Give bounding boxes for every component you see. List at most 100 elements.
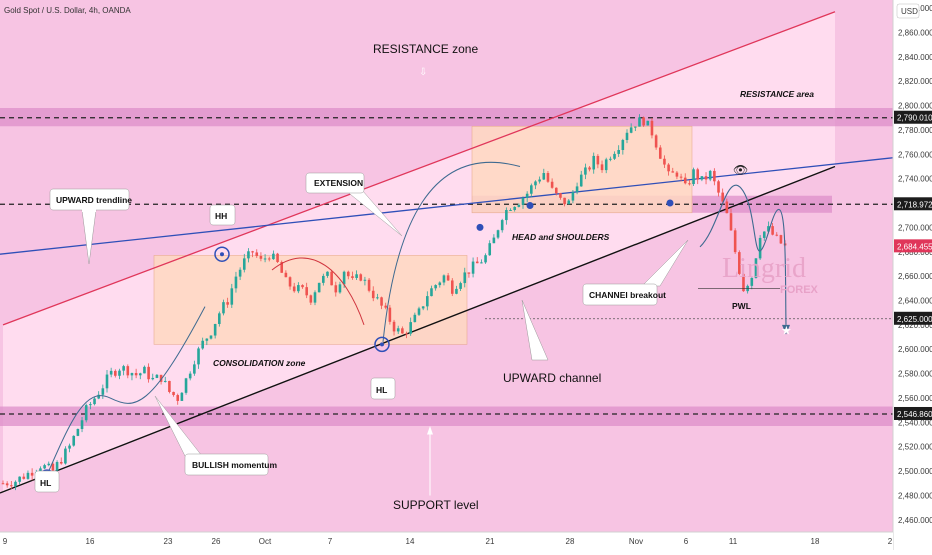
candle-body: [284, 272, 288, 278]
pivot-circle: [214, 246, 230, 262]
candle-body: [492, 237, 496, 244]
upward-channel-pointer: [521, 299, 549, 361]
candle-body: [47, 463, 51, 466]
candle-body: [667, 164, 670, 172]
candle-body: [64, 448, 67, 464]
candle-body: [563, 197, 566, 205]
candle-body: [288, 277, 292, 287]
candle-body: [276, 253, 279, 263]
candle-body: [84, 405, 88, 421]
candle-body: [409, 322, 412, 334]
candle-body: [55, 461, 59, 471]
support-level-label: SUPPORT level: [393, 498, 479, 512]
candle-body: [376, 297, 379, 299]
watermark-logo: Lingrid: [722, 253, 806, 284]
time-tick-label: 9: [3, 537, 8, 546]
candle-body: [317, 282, 321, 293]
upward-trendline-text: UPWARD trendline: [56, 195, 132, 205]
candle-body: [263, 258, 267, 260]
candle-body: [346, 271, 350, 277]
currency-badge[interactable]: [896, 3, 920, 19]
time-axis[interactable]: [0, 532, 893, 550]
price-tag-bg: [894, 110, 932, 124]
candle-body: [396, 328, 400, 332]
price-tick-label: 2,800.000: [898, 102, 932, 111]
candle-body: [688, 183, 691, 185]
candle-body: [692, 169, 695, 185]
candle-body: [109, 370, 113, 375]
horizontal-levels: [0, 117, 893, 415]
candle-body: [446, 275, 450, 281]
candle-body: [600, 164, 604, 171]
candle-body: [172, 391, 175, 396]
time-tick-label: 28: [566, 537, 575, 546]
candle-body: [754, 258, 758, 278]
candle-body: [546, 173, 550, 182]
time-tick-label: 14: [406, 537, 415, 546]
candle-body: [209, 335, 213, 339]
candle-body: [700, 176, 704, 180]
candle-body: [205, 338, 209, 341]
candle-body: [509, 209, 512, 211]
time-tick-label: 21: [486, 537, 495, 546]
shoulder-dot: [666, 199, 674, 207]
candle-body: [654, 135, 658, 148]
candle-body: [222, 302, 225, 314]
hl-mid-box: [370, 377, 396, 400]
candle-body: [771, 226, 774, 235]
price-tick-label: 2,660.000: [898, 272, 932, 281]
candle-body: [51, 463, 55, 471]
candle-body: [309, 295, 313, 303]
price-tick-label: 2,560.000: [898, 394, 932, 403]
candle-body: [14, 481, 17, 487]
resistance-line: [2, 11, 836, 326]
hl-mid-callout: HL: [370, 377, 396, 400]
extension-box: [305, 172, 365, 194]
time-tick-label: Nov: [629, 537, 643, 546]
bullish-momentum-box: [184, 453, 269, 476]
price-axis[interactable]: [893, 0, 932, 550]
candle-body: [105, 374, 109, 389]
time-tick-label: 11: [729, 537, 738, 546]
candle-body: [193, 364, 196, 374]
price-tick-label: 2,860.000: [898, 28, 932, 37]
candle-body: [671, 171, 675, 173]
candle-body: [168, 380, 171, 392]
candle-body: [26, 472, 30, 479]
candle-body: [134, 373, 138, 376]
pivot-dot: [220, 252, 224, 257]
price-tick-label: 2,520.000: [898, 443, 932, 452]
candle-body: [22, 476, 26, 479]
candle-body: [388, 307, 392, 322]
candle-body: [230, 288, 234, 305]
hl-mid-text: HL: [376, 385, 387, 395]
candle-body: [521, 197, 525, 205]
candle-body: [305, 287, 308, 296]
shoulder-dot: [526, 201, 534, 209]
hh-text: HH: [215, 211, 227, 221]
time-tick-label: 23: [164, 537, 173, 546]
candle-body: [280, 262, 284, 273]
candle-body: [434, 285, 437, 289]
candle-body: [459, 283, 462, 289]
candle-body: [101, 388, 105, 395]
candle-body: [330, 271, 333, 286]
candle-body: [675, 172, 679, 177]
candle-body: [143, 366, 146, 374]
candle-body: [634, 126, 637, 128]
candle-body: [750, 277, 754, 286]
candle-body: [426, 296, 429, 307]
watermark-sub: FOREX: [780, 284, 819, 296]
candle-body: [68, 445, 71, 449]
price-tick-label: 2,540.000: [898, 418, 932, 427]
candle-body: [163, 380, 167, 382]
extension-text: EXTENSION: [314, 178, 363, 188]
candle-body: [742, 273, 745, 292]
candle-body: [646, 120, 650, 126]
time-axis-ticks: 9 16 23 26 Oct 7 14 21 28 Nov 6 11 18 2: [3, 537, 893, 546]
candle-body: [351, 276, 354, 278]
candle-body: [118, 370, 121, 376]
candle-body: [704, 176, 708, 180]
